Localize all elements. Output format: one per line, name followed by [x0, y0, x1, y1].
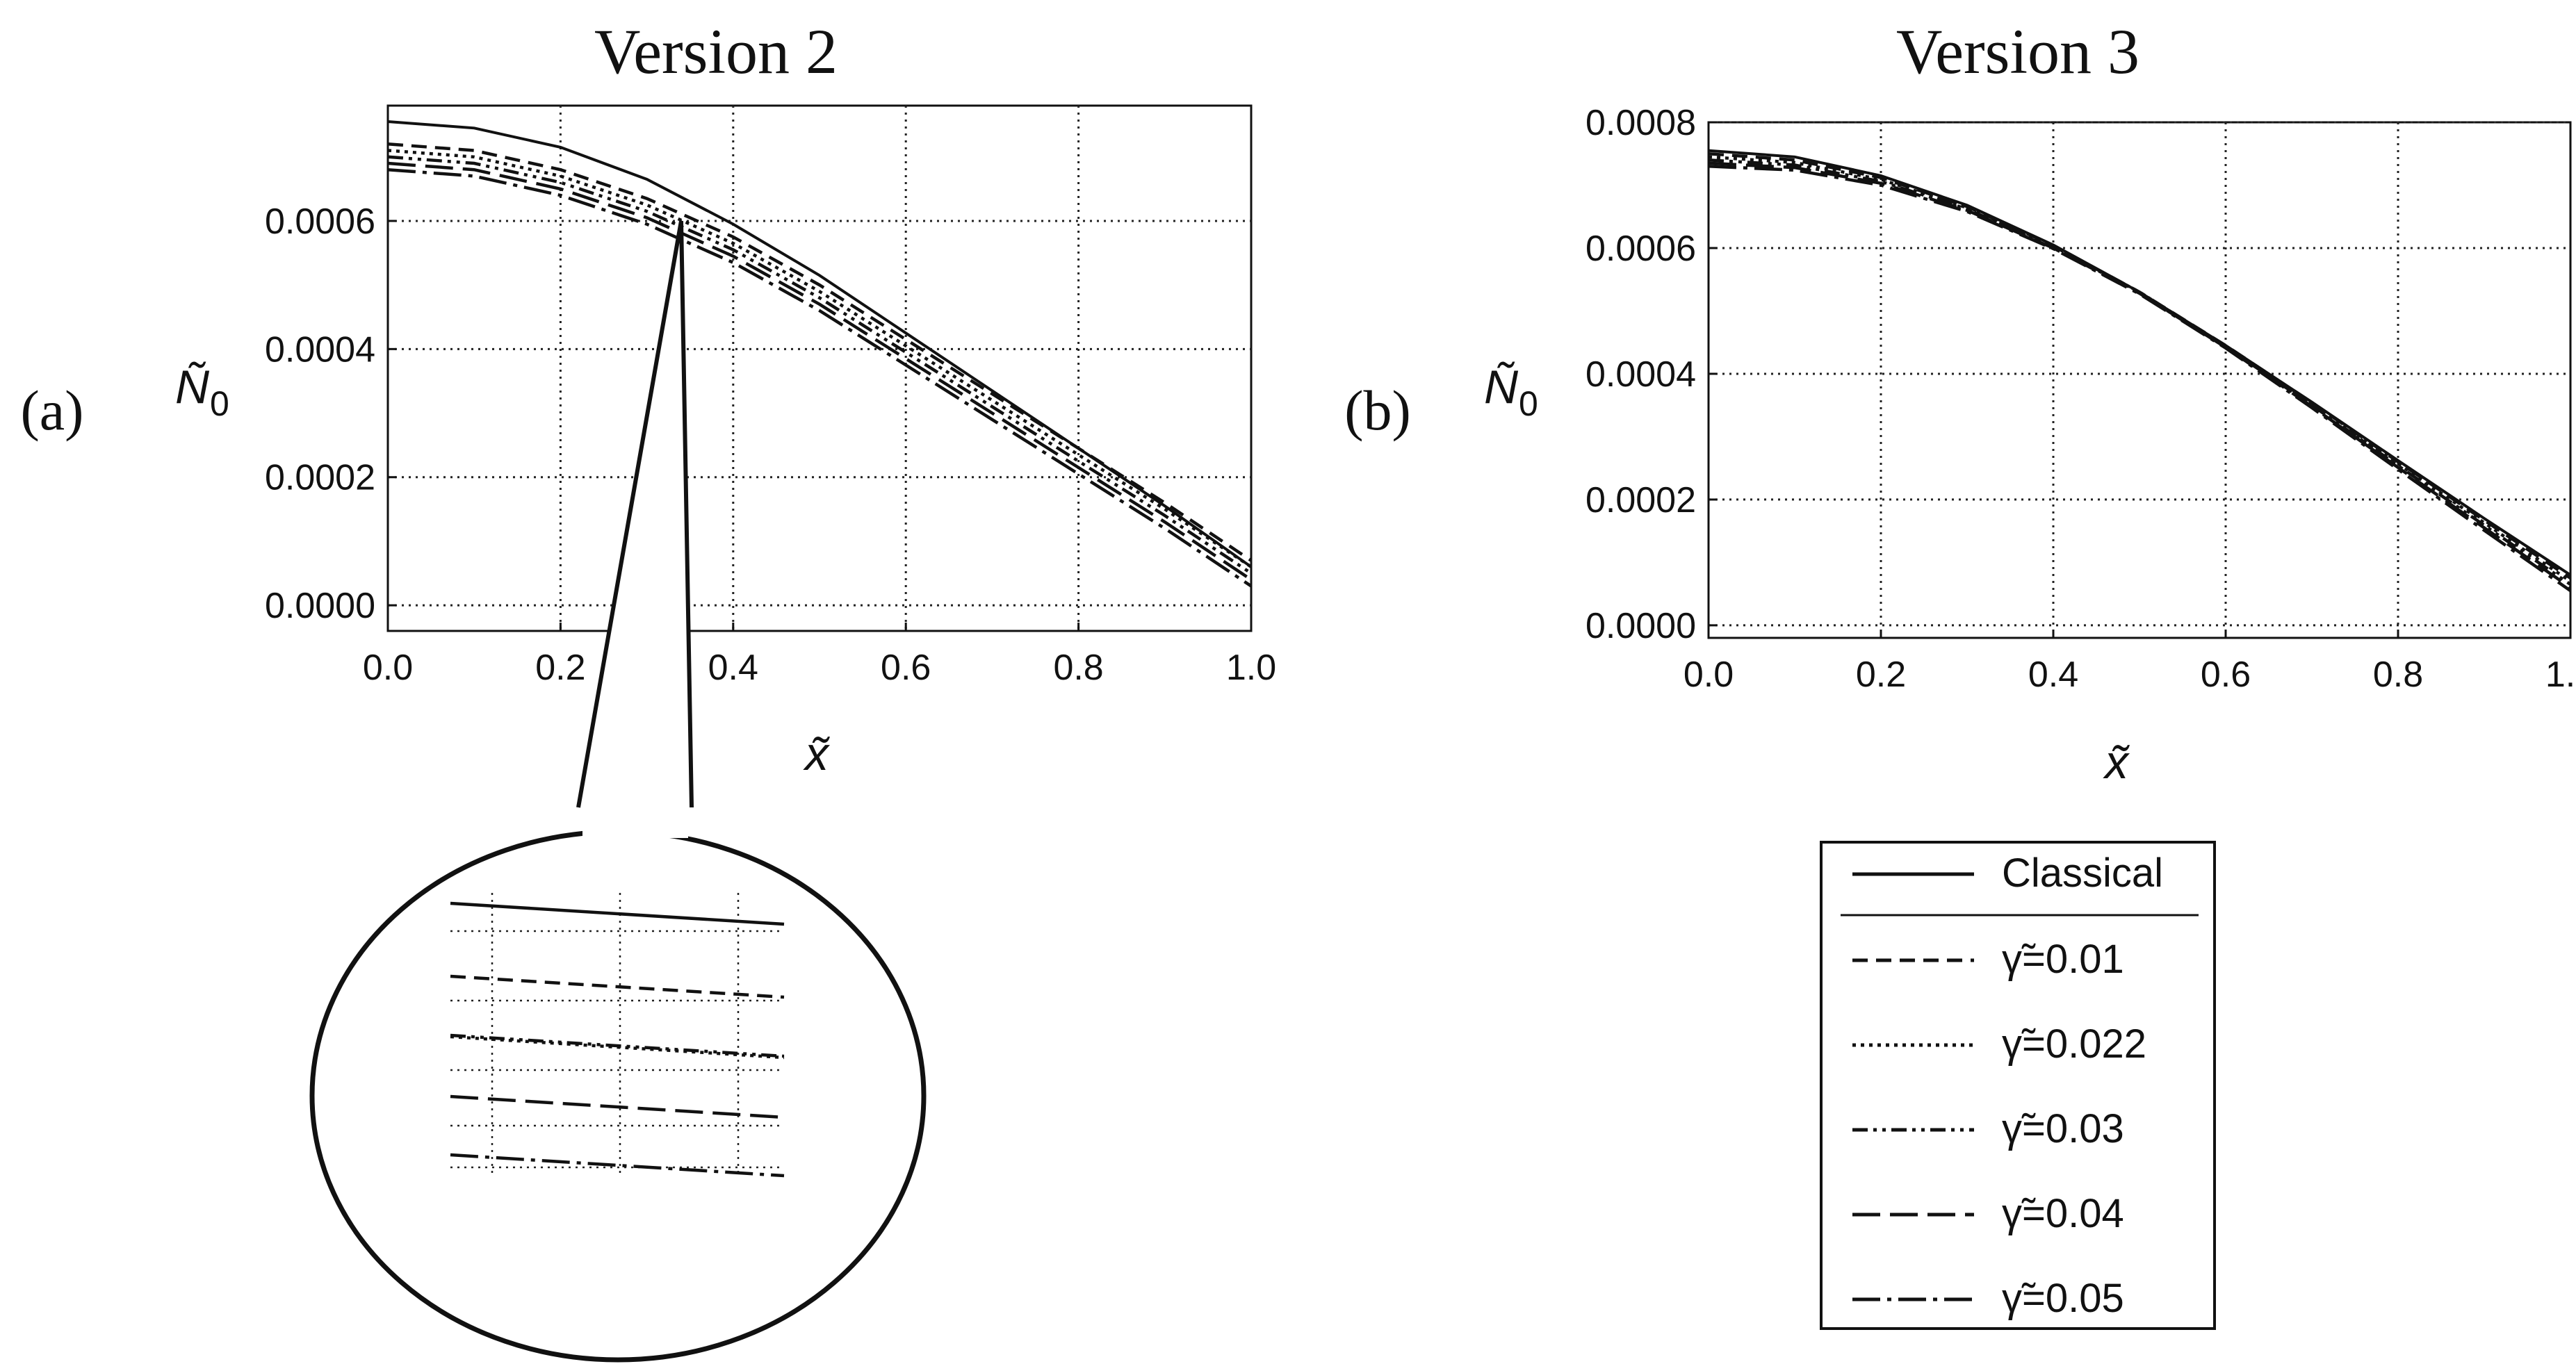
legend: Classical γ̃=0.01 γ̃=0.022 γ̃=0.03 γ̃=0.04 γ̃…	[1820, 841, 2216, 1330]
panel-b: Version 3 (b) Ñ 0 x̃ 0.00000.00020.00040…	[1344, 16, 2576, 789]
y-tick-label: 0.0006	[1585, 229, 1696, 269]
panel-a: Version 2 (a) Ñ 0 x̃ 0.00000.00020.00040…	[20, 16, 1276, 780]
x-tick-label: 0.8	[1053, 648, 1103, 688]
series-line-gamma-1	[388, 142, 1251, 562]
panel-b-grid	[1709, 121, 2570, 638]
series-line-gamma-2	[388, 149, 1251, 568]
legend-item-gamma-5: γ̃=0.05	[1852, 1276, 2124, 1321]
inset-ellipse	[309, 829, 927, 1363]
series-line-classical	[388, 120, 1251, 568]
inset-series-classical	[450, 901, 785, 926]
series-line-classical	[1709, 149, 2570, 577]
panel-a-x-axis-label: x̃	[803, 728, 830, 780]
series-line-gamma-3	[388, 155, 1251, 575]
panel-b-ylabel-sub: 0	[1519, 384, 1538, 423]
panel-b-y-ticks: 0.0000 0.0002 0.0004 0.0006 0.0008	[1585, 103, 1717, 646]
magnifier-callout	[309, 220, 927, 1363]
y-tick-label: 0.0002	[1585, 480, 1696, 520]
legend-label: γ̃=0.03	[2002, 1106, 2124, 1151]
legend-items: Classical γ̃=0.01 γ̃=0.022 γ̃=0.03 γ̃=0.04 γ̃…	[1852, 851, 2163, 1321]
legend-item-gamma-3: γ̃=0.03	[1852, 1106, 2124, 1151]
panel-b-x-axis-label: x̃	[2103, 736, 2130, 789]
inset-series-gamma-1	[450, 974, 785, 999]
panel-b-plot-frame	[1707, 121, 2572, 639]
legend-item-gamma-4: γ̃=0.04	[1852, 1191, 2124, 1236]
series-line-gamma-2	[1709, 155, 2570, 583]
panel-a-grid	[388, 106, 1251, 631]
panel-a-label: (a)	[20, 379, 83, 442]
panel-b-title: Version 3	[1896, 16, 2139, 87]
legend-label: γ̃=0.01	[2002, 937, 2124, 982]
series-line-gamma-4	[1709, 161, 2570, 589]
x-tick-label: 0.8	[2373, 655, 2423, 695]
series-line-gamma-4	[388, 161, 1251, 582]
series-line-gamma-5	[1709, 165, 2570, 592]
y-tick-label: 0.0004	[265, 329, 375, 370]
series-line-gamma-1	[1709, 151, 2570, 580]
y-tick-label: 0.0006	[265, 202, 375, 242]
series-line-gamma-3	[1709, 158, 2570, 586]
y-tick-label: 0.0004	[1585, 354, 1696, 395]
x-tick-label: 0.6	[2201, 655, 2251, 695]
legend-label: γ̃=0.04	[2002, 1191, 2124, 1236]
legend-box	[1820, 841, 2216, 1330]
x-tick-label: 0.4	[2028, 655, 2078, 695]
panel-a-ylabel-sub: 0	[210, 384, 229, 423]
y-tick-label: 0.0000	[1585, 606, 1696, 646]
panel-a-y-ticks: 0.0000 0.0002 0.0004 0.0006	[265, 202, 396, 626]
x-tick-label: 0.6	[881, 648, 931, 688]
y-tick-label: 0.0000	[265, 586, 375, 626]
x-tick-label: 1.0	[2545, 655, 2576, 695]
y-tick-label: 0.0008	[1585, 103, 1696, 143]
x-tick-label: 0.2	[1856, 655, 1906, 695]
panel-b-x-ticks: 0.0 0.2 0.4 0.6 0.8 1.0	[1684, 630, 2576, 695]
panel-a-y-axis-label: Ñ 0	[175, 361, 229, 423]
x-tick-label: 0.2	[535, 648, 585, 688]
series-line-gamma-5	[388, 167, 1251, 588]
x-tick-label: 0.0	[1684, 655, 1734, 695]
panel-b-y-axis-label: Ñ 0	[1484, 361, 1538, 423]
panel-a-x-ticks: 0.0 0.2 0.4 0.6 0.8 1.0	[363, 623, 1276, 688]
panel-a-title: Version 2	[594, 16, 838, 87]
legend-item-gamma-2: γ̃=0.022	[1852, 1021, 2146, 1067]
panel-b-ylabel-main: Ñ	[1484, 361, 1519, 413]
legend-label: γ̃=0.022	[2002, 1021, 2146, 1067]
y-tick-label: 0.0002	[265, 458, 375, 498]
inset-series-gamma-5	[450, 1153, 785, 1178]
panel-a-ylabel-main: Ñ	[175, 361, 210, 413]
inset-series-gamma-2	[450, 1035, 785, 1060]
inset-zoom	[450, 893, 785, 1178]
legend-label: γ̃=0.05	[2002, 1276, 2124, 1321]
panel-b-label: (b)	[1344, 379, 1411, 442]
panel-a-plot-frame	[386, 104, 1253, 632]
x-tick-label: 0.4	[708, 648, 758, 688]
x-tick-label: 0.0	[363, 648, 413, 688]
panel-a-series	[388, 120, 1251, 588]
legend-item-classical: Classical	[1852, 851, 2163, 896]
legend-item-gamma-1: γ̃=0.01	[1852, 937, 2124, 982]
callout-pointer	[576, 220, 694, 808]
legend-label: Classical	[2002, 851, 2163, 896]
inset-series-gamma-4	[450, 1094, 785, 1119]
x-tick-label: 1.0	[1226, 648, 1276, 688]
panel-b-series	[1709, 149, 2570, 592]
